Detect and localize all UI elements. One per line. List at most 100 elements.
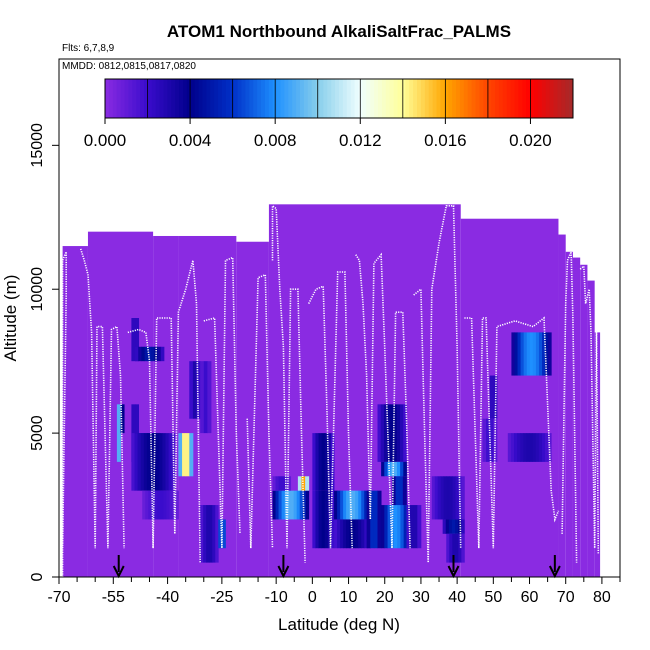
colorbar-swatch (393, 79, 398, 118)
heatmap-cell-strip (455, 533, 459, 563)
colorbar-tick-label: 0.000 (84, 131, 127, 150)
x-axis: -70 -55 -40 -25 -10 0 10 20 30 40 50 60 70 80 (47, 577, 621, 606)
colorbar-swatch (569, 79, 574, 118)
colorbar-swatch (206, 79, 211, 118)
colorbar-swatch (346, 79, 352, 118)
colorbar-swatch (284, 79, 289, 118)
colorbar-swatch (491, 79, 496, 118)
colorbar-swatch (409, 79, 414, 118)
colorbar-swatch (342, 79, 348, 118)
arrow-marker (277, 555, 290, 579)
heatmap-cell-strip (545, 332, 549, 376)
heatmap-cell-strip (390, 461, 395, 477)
heatmap-cell-strip (458, 533, 462, 563)
x-tick-label: -70 (47, 589, 70, 606)
heatmap-cell-strip (192, 361, 197, 419)
colorbar-swatch (471, 79, 476, 118)
heatmap-cell-strip (312, 433, 316, 491)
colorbar-swatch (144, 79, 149, 118)
heatmap-cell-strip (151, 346, 155, 362)
flights-subtitle: Flts: 6,7,8,9 (62, 43, 115, 54)
arrow-markers (112, 555, 561, 579)
heatmap-cell-strip (153, 433, 157, 491)
colorbar-swatch (257, 79, 262, 118)
colorbar-swatch (190, 79, 196, 118)
flight-track (413, 205, 462, 563)
heatmap-cell (142, 490, 179, 520)
heatmap-cell-strip (321, 490, 326, 549)
x-axis-label: Latitude (deg N) (278, 615, 400, 634)
arrow-head (277, 565, 290, 579)
x-tick-label: -55 (102, 589, 125, 606)
heatmap-cell-strip (400, 461, 404, 477)
heatmap-cell-strip (393, 404, 398, 462)
heatmap-cell (406, 505, 422, 549)
heatmap-cell (218, 519, 226, 549)
chart-title: ATOM1 Northbound AlkaliSaltFrac_PALMS (167, 22, 511, 41)
heatmap-cell (272, 490, 310, 520)
heatmap-cell-strip (373, 490, 378, 549)
arrow-head (548, 565, 561, 579)
colorbar-swatch (362, 79, 367, 118)
colorbar-swatch (370, 79, 375, 118)
heatmap-cell-strip (305, 476, 310, 491)
heatmap-cell-strip (535, 433, 540, 462)
colorbar-tick-label: 0.008 (254, 131, 297, 150)
colorbar-swatch (311, 79, 316, 118)
heatmap-cell-strip (318, 433, 323, 491)
y-tick-label: 10000 (29, 267, 46, 312)
heatmap-cell-strip (212, 505, 216, 563)
heatmap-cell (442, 519, 465, 534)
colorbar-swatch (261, 79, 266, 118)
heatmap-cell-strip (343, 519, 347, 549)
heatmap-cell-strip (529, 332, 534, 376)
colorbar-swatch (233, 79, 238, 118)
y-tick-label: 5000 (29, 415, 46, 451)
colorbar-swatch (210, 79, 215, 118)
colorbar-swatch (545, 79, 550, 118)
colorbar-swatch (163, 79, 168, 118)
x-tick-label: 40 (448, 589, 466, 606)
heatmap-cell-strip (272, 490, 276, 520)
flight-track (561, 251, 578, 563)
heatmap-cell-strip (449, 533, 453, 563)
heatmap-cell-strip (384, 461, 388, 477)
x-tick-label: 20 (376, 589, 394, 606)
heatmap-cell-strip (168, 433, 173, 491)
heatmap-cell (200, 505, 219, 563)
heatmap-cell-strip (520, 332, 525, 376)
heatmap-cell-strip (156, 433, 160, 491)
heatmap-cell-strip (138, 346, 142, 362)
heatmap-cell-strip (510, 433, 515, 462)
heatmap-cell-strip (302, 490, 307, 520)
colorbar-swatch (417, 79, 422, 118)
colorbar-swatch (463, 79, 469, 118)
heatmap-cell-strip (145, 490, 149, 520)
heatmap-cell-strip (486, 418, 491, 462)
colorbar-swatch (456, 79, 461, 118)
colorbar-swatch (561, 79, 566, 118)
heatmap-cell-strip (452, 533, 456, 563)
heatmap-cell-strip (377, 490, 382, 549)
heatmap-cell-strip (312, 490, 316, 549)
x-tick-label: 60 (521, 589, 539, 606)
heatmap-cell-strip (160, 346, 165, 362)
heatmap-cell-strip (384, 505, 388, 549)
colorbar-swatch (339, 79, 344, 118)
colorbar-swatch (175, 79, 180, 118)
x-tick-label: 70 (557, 589, 575, 606)
heatmap-cell-strip (175, 490, 179, 520)
heatmap-cell (116, 404, 121, 462)
colorbar-swatch (124, 79, 129, 118)
colorbar-swatch (120, 79, 125, 118)
heatmap-cell-strip (514, 332, 518, 376)
colorbar-swatch (506, 79, 511, 118)
colorbar-swatch (128, 79, 133, 118)
y-axis-label: Altitude (m) (1, 275, 20, 362)
heatmap-cell-strip (523, 433, 527, 462)
heatmap-cell-strip (209, 505, 213, 563)
heatmap-cell (377, 404, 407, 462)
coverage-column (460, 218, 559, 577)
colorbar-swatch (264, 79, 270, 118)
colorbar-swatch (479, 79, 484, 118)
